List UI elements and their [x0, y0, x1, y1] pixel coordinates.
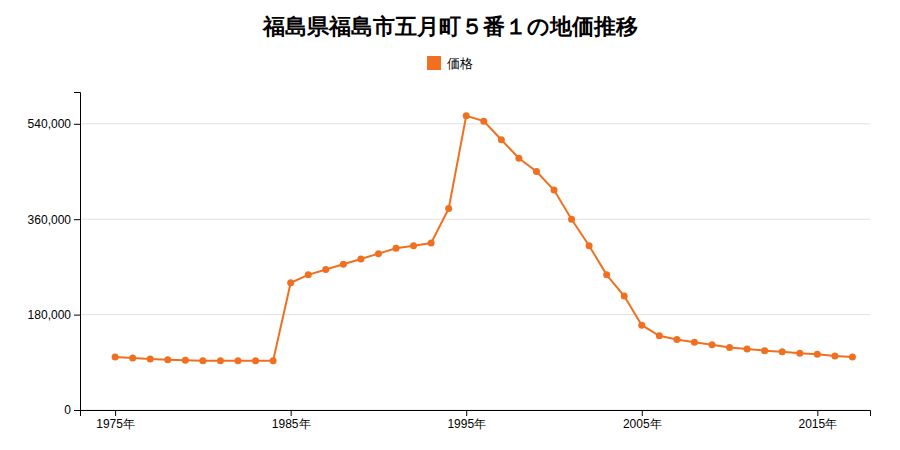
tick-mark — [74, 124, 80, 125]
data-point — [709, 341, 716, 348]
data-point — [410, 242, 417, 249]
x-axis: 1975年 1985年 1995年 2005年 2015年 — [81, 410, 871, 431]
grid-line — [80, 314, 870, 315]
tick-mark — [642, 410, 643, 416]
data-point — [691, 339, 698, 346]
grid-line — [80, 219, 870, 220]
chart-svg: 福島県福島市五月町５番１の地価推移 1975年 1985年 1995年 2005年 201… — [0, 0, 900, 450]
legend-item: 価格 — [427, 56, 473, 71]
data-point — [340, 261, 347, 268]
tick-label: 360,000 — [28, 213, 72, 227]
data-point — [656, 332, 663, 339]
tick-mark — [115, 410, 116, 416]
data-point — [305, 271, 312, 278]
data-point — [831, 352, 838, 359]
tick: 1975年 — [96, 410, 135, 431]
data-point — [638, 322, 645, 329]
series-line — [115, 116, 852, 361]
tick-mark — [466, 410, 467, 416]
tick-label: 1995年 — [447, 417, 486, 431]
data-point — [147, 356, 154, 363]
data-point — [375, 250, 382, 257]
legend-swatch — [427, 56, 441, 70]
tick: 2015年 — [798, 410, 837, 431]
data-point — [199, 357, 206, 364]
axis-line — [81, 411, 871, 417]
legend: 価格 — [427, 56, 473, 71]
data-point — [621, 293, 628, 300]
data-point — [463, 112, 470, 119]
tick-label: 0 — [64, 403, 71, 417]
data-point — [744, 346, 751, 353]
data-point — [164, 356, 171, 363]
tick-mark — [74, 410, 80, 411]
tick: 1995年 — [447, 410, 486, 431]
marks — [112, 112, 856, 364]
plot-area: 1975年 1985年 1995年 2005年 2015年 0 180,000 360,000… — [28, 93, 871, 431]
data-point — [796, 350, 803, 357]
tick: 2005年 — [623, 410, 662, 431]
data-point — [129, 355, 136, 362]
data-point — [357, 255, 364, 262]
tick-mark — [817, 410, 818, 416]
tick: 180,000 — [28, 308, 80, 322]
tick-label: 180,000 — [28, 308, 72, 322]
tick: 360,000 — [28, 213, 80, 227]
tick-mark — [74, 219, 80, 220]
grid-line — [80, 123, 870, 124]
tick-mark — [291, 410, 292, 416]
data-point — [112, 354, 119, 361]
data-point — [603, 271, 610, 278]
data-point — [551, 187, 558, 194]
data-point — [515, 155, 522, 162]
data-point — [849, 354, 856, 361]
data-point — [393, 245, 400, 252]
legend-label: 価格 — [447, 56, 473, 71]
tick-label: 540,000 — [28, 117, 72, 131]
data-point — [673, 336, 680, 343]
data-point — [761, 347, 768, 354]
data-point — [322, 266, 329, 273]
data-point — [586, 242, 593, 249]
data-point — [568, 216, 575, 223]
data-point — [287, 279, 294, 286]
data-point — [252, 357, 259, 364]
data-point — [182, 357, 189, 364]
data-point — [235, 357, 242, 364]
y-axis: 0 180,000 360,000 540,000 — [28, 93, 81, 418]
tick: 540,000 — [28, 117, 80, 131]
data-point — [726, 344, 733, 351]
data-point — [814, 351, 821, 358]
axis-line — [74, 93, 81, 411]
chart-container: 福島県福島市五月町５番１の地価推移 1975年 1985年 1995年 2005年 201… — [0, 0, 900, 450]
data-point — [270, 357, 277, 364]
grid — [80, 124, 870, 410]
data-point — [217, 357, 224, 364]
data-point — [445, 205, 452, 212]
tick-label: 1985年 — [272, 417, 311, 431]
chart-title: 福島県福島市五月町５番１の地価推移 — [262, 14, 638, 39]
tick-label: 1975年 — [96, 417, 135, 431]
tick: 1985年 — [272, 410, 311, 431]
tick-label: 2015年 — [798, 417, 837, 431]
tick-label: 2005年 — [623, 417, 662, 431]
data-point — [480, 118, 487, 125]
tick-mark — [74, 315, 80, 316]
data-point — [428, 240, 435, 247]
data-point — [498, 136, 505, 143]
tick: 0 — [64, 403, 80, 417]
data-point — [779, 348, 786, 355]
data-point — [533, 168, 540, 175]
